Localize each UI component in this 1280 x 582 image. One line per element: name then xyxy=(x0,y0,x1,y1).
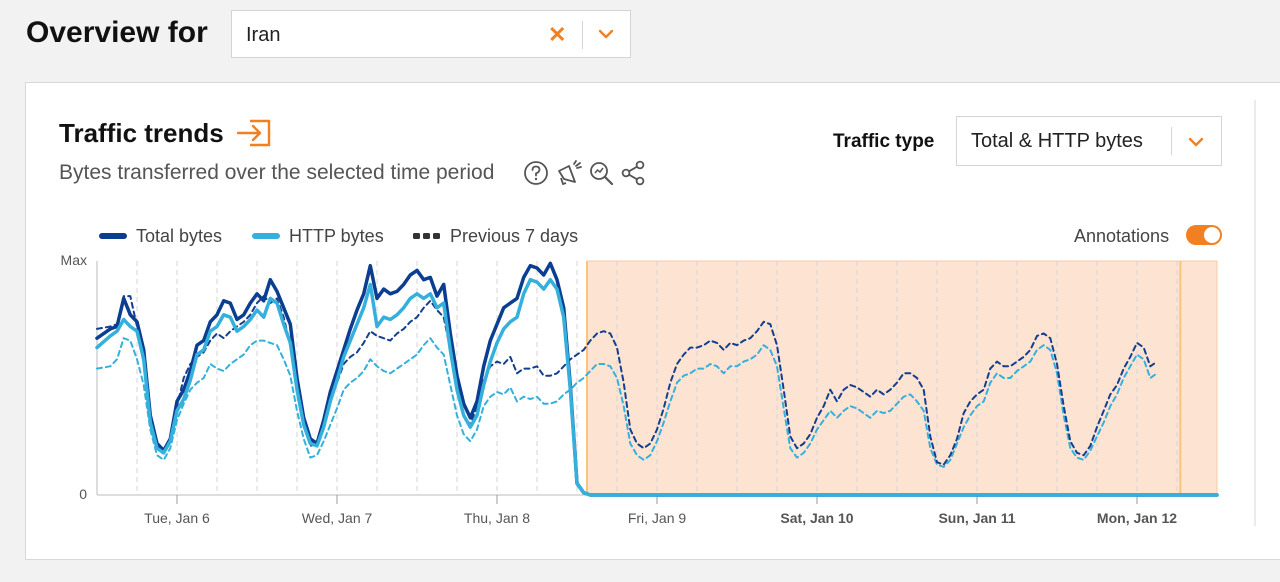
page-header: Overview for Iran ✕ xyxy=(0,0,1280,72)
x-tick-label: Sat, Jan 10 xyxy=(780,510,853,526)
card-title: Traffic trends xyxy=(59,118,224,148)
x-tick-label: Tue, Jan 6 xyxy=(144,510,210,526)
panel-divider xyxy=(1254,100,1256,526)
series-line-previous-total xyxy=(96,295,1158,466)
x-tick-label: Fri, Jan 9 xyxy=(628,510,687,526)
series-line-http xyxy=(95,277,1219,497)
page-title: Overview for xyxy=(26,16,208,49)
legend-swatch-total xyxy=(99,233,127,239)
select-divider xyxy=(1171,127,1172,155)
series-line-total xyxy=(95,261,1219,497)
x-tick-label: Sun, Jan 11 xyxy=(938,510,1015,526)
chevron-down-icon[interactable] xyxy=(1188,137,1204,147)
x-tick-label: Mon, Jan 12 xyxy=(1097,510,1177,526)
select-divider xyxy=(582,21,583,49)
toggle-knob xyxy=(1204,227,1220,243)
legend-label: HTTP bytes xyxy=(289,226,384,246)
chevron-down-icon[interactable] xyxy=(598,29,614,39)
megaphone-icon[interactable] xyxy=(555,159,583,187)
annotations-toggle[interactable] xyxy=(1186,225,1222,245)
outage-annotation-band xyxy=(586,260,1218,496)
traffic-type-select[interactable]: Total & HTTP bytes xyxy=(956,116,1222,166)
traffic-type-value: Total & HTTP bytes xyxy=(971,130,1143,152)
y-tick-label: Max xyxy=(61,252,87,268)
legend-label: Total bytes xyxy=(136,226,223,246)
help-icon[interactable] xyxy=(523,160,549,186)
zoom-icon[interactable] xyxy=(588,160,614,186)
x-tick-label: Wed, Jan 7 xyxy=(302,510,373,526)
open-in-panel-icon[interactable] xyxy=(236,118,272,148)
x-tick-label: Thu, Jan 8 xyxy=(464,510,530,526)
location-value: Iran xyxy=(246,24,281,46)
legend-swatch-previous xyxy=(413,233,440,239)
share-icon[interactable] xyxy=(620,160,646,186)
series-line-previous-http xyxy=(96,337,1158,468)
card-subtitle: Bytes transferred over the selected time… xyxy=(59,161,495,184)
traffic-type-label: Traffic type xyxy=(833,131,935,152)
annotations-label: Annotations xyxy=(1074,226,1170,246)
y-tick-label: 0 xyxy=(79,486,87,502)
location-select[interactable]: Iran ✕ xyxy=(231,10,631,58)
legend-label: Previous 7 days xyxy=(450,226,579,246)
close-icon[interactable]: ✕ xyxy=(548,22,567,47)
legend-swatch-http xyxy=(252,233,280,239)
